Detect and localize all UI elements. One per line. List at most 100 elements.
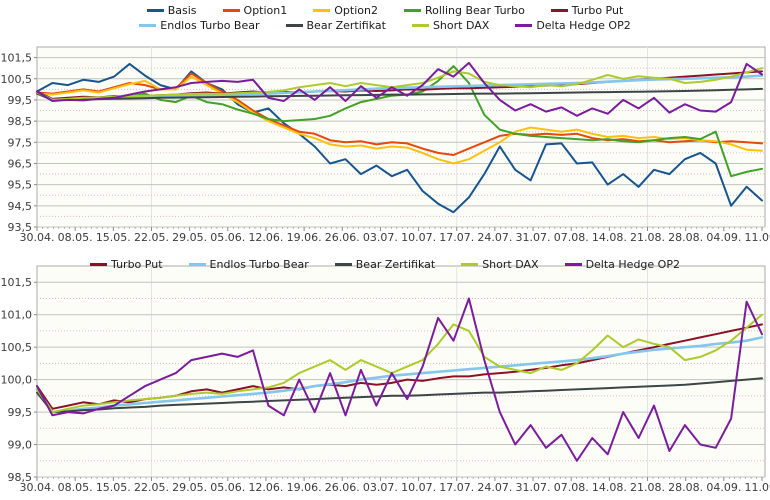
x-axis-label: 29.05. [172,481,207,494]
series-line-delta-hedge-op2 [36,61,763,117]
x-axis-label: 05.06. [210,481,245,494]
legend-label: Turbo Put [111,258,163,271]
legend-label: Endlos Turbo Bear [160,19,260,32]
legend-label: Option2 [334,4,378,17]
legend-swatch-icon [403,9,421,12]
legend-label: Turbo Put [571,4,624,17]
legend-item-option1: Option1 [222,4,288,17]
legend-swatch-icon [461,263,479,266]
x-axis-label: 04.09. [706,231,741,244]
x-axis-label: 28.08. [668,231,703,244]
x-axis-label: 07.08. [554,231,589,244]
y-axis-label: 100,5 [1,341,33,354]
series-line-delta-hedge-op2 [36,297,763,462]
x-axis-label: 29.05. [172,231,207,244]
y-axis-label: 99,0 [8,439,33,452]
legend-item-turbo-put: Turbo Put [550,4,624,17]
legend-label: Short DAX [432,19,490,32]
y-axis-label: 98,5 [8,115,33,128]
top-chart-legend: Basis Option1 Option2 Rolling Bear Turbo Tur… [0,3,770,33]
legend-item-endlos-turbo-bear: Endlos Turbo Bear [139,19,260,32]
legend-label: Bear Zertifikat [306,19,386,32]
legend-item-delta-hedge-op2: Delta Hedge OP2 [515,19,631,32]
legend-label: Basis [167,4,197,17]
x-axis-label: 12.06. [248,481,283,494]
series-line-endlos-turbo-bear [35,336,764,414]
x-axis-label: 04.09. [706,481,741,494]
legend-swatch-icon [139,24,157,27]
x-axis-label: 15.05. [96,231,131,244]
plot-area [36,265,766,478]
y-axis-label: 95,5 [8,179,33,192]
x-axis-label: 30.04. [20,481,55,494]
y-axis-label: 93,5 [8,221,33,234]
x-axis-label: 17.07. [439,481,474,494]
x-axis-label: 10.07. [401,481,436,494]
series-line-option2 [36,75,763,165]
x-axis-label: 17.07. [439,231,474,244]
legend-swatch-icon [515,24,533,27]
series-line-bear-zertifikat [36,87,763,101]
legend-item-endlos-turbo-bear: Endlos Turbo Bear [188,258,309,271]
legend-label: Option1 [243,4,288,17]
series-line-bear-zertifikat [36,377,763,414]
x-axis-label: 26.06. [325,481,360,494]
legend-swatch-icon [334,263,352,266]
legend-label: Short DAX [482,258,539,271]
legend-item-delta-hedge-op2: Delta Hedge OP2 [564,258,680,271]
x-axis-label: 07.08. [554,481,589,494]
series-line-short-dax [36,67,763,101]
y-axis-label: 99,5 [8,406,33,419]
x-axis-label: 28.08. [668,481,703,494]
bottom-chart-legend: Turbo Put Endlos Turbo Bear Bear Zertifika… [0,257,770,272]
y-axis-label: 99,5 [8,94,33,107]
y-axis-label: 100,0 [1,374,33,387]
legend-row: Turbo Put Endlos Turbo Bear Bear Zertifika… [0,257,770,272]
legend-item-bear-zertifikat: Bear Zertifikat [334,258,436,271]
x-axis-label: 12.06. [248,231,283,244]
legend-label: Delta Hedge OP2 [536,19,631,32]
x-axis-label: 03.07. [363,481,398,494]
legend-swatch-icon [564,263,582,266]
series-line-short-dax [36,313,763,414]
x-axis-label: 08.05. [58,231,93,244]
x-axis-label: 30.04. [20,231,55,244]
legend-swatch-icon [411,24,429,27]
x-axis-label: 19.06. [287,231,322,244]
x-axis-label: 26.06. [325,231,360,244]
x-axis-label: 14.08. [592,231,627,244]
legend-label: Bear Zertifikat [355,258,436,271]
x-axis-label: 24.07. [477,231,512,244]
x-axis-label: 22.05. [134,231,169,244]
y-axis-label: 98,5 [8,471,33,484]
x-axis-label: 10.07. [401,231,436,244]
legend-swatch-icon [285,24,303,27]
y-axis-label: 97,5 [8,136,33,149]
legend-swatch-icon [222,9,240,12]
x-axis-label: 11.09. [745,481,770,494]
x-axis-label: 21.08. [630,481,665,494]
y-axis-label: 101,5 [1,276,33,289]
legend-swatch-icon [90,263,108,266]
x-axis-label: 03.07. [363,231,398,244]
legend-label: Endlos Turbo Bear [209,258,309,271]
legend-item-option2: Option2 [313,4,378,17]
legend-item-rolling-bear-turbo: Rolling Bear Turbo [403,4,525,17]
legend-swatch-icon [188,263,206,266]
top-chart: 101,5 100,5 99,5 98,5 97,5 96,5 95,5 94,5 93,530… [1,46,770,244]
legend-swatch-icon [313,9,331,12]
legend-row: Basis Option1 Option2 Rolling Bear Turbo Tur… [0,3,770,18]
legend-swatch-icon [146,9,164,12]
x-axis-label: 19.06. [287,481,322,494]
legend-item-basis: Basis [146,4,197,17]
x-axis-label: 22.05. [134,481,169,494]
y-axis-label: 101,5 [1,52,33,65]
y-axis-label: 101,0 [1,309,33,322]
series-line-basis [36,62,763,214]
legend-item-turbo-put: Turbo Put [90,258,163,271]
x-axis-label: 11.09. [745,231,770,244]
series-line-endlos-turbo-bear [35,74,764,102]
legend-swatch-icon [550,9,568,12]
y-axis-label: 96,5 [8,157,33,170]
